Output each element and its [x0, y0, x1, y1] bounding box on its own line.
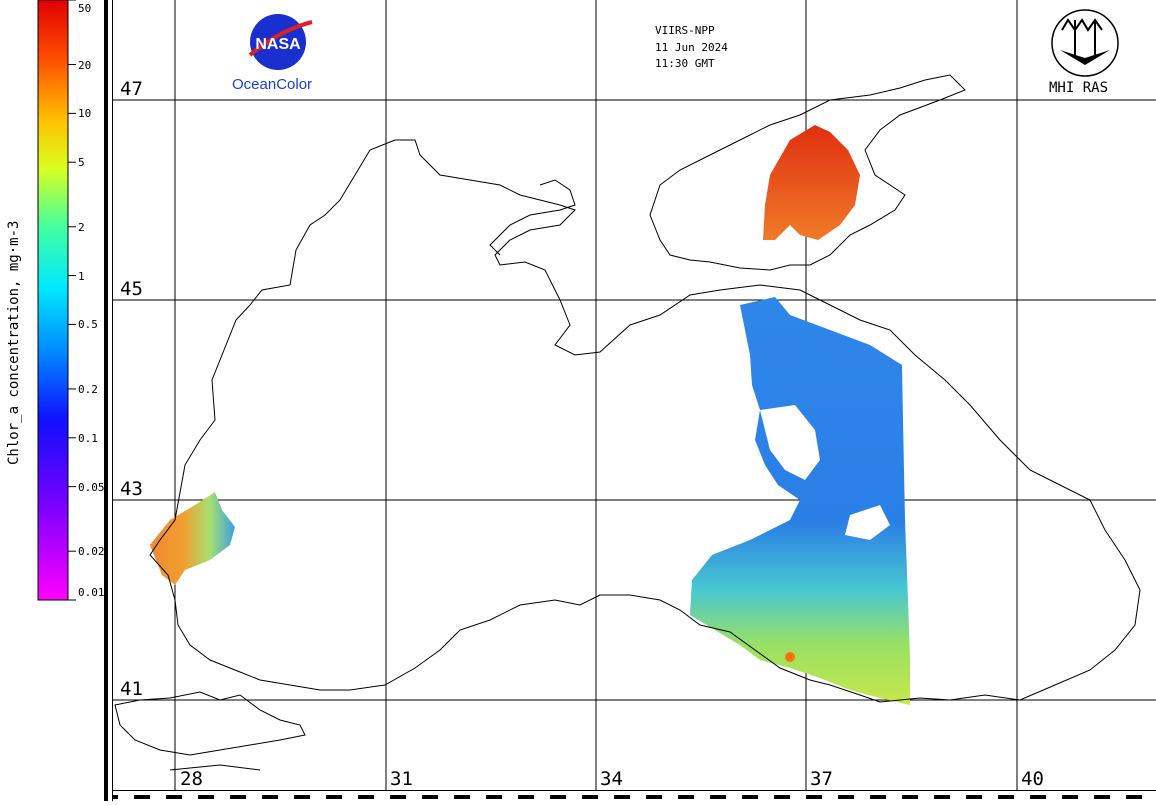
lat-label-45: 45 — [120, 278, 143, 300]
swath-east — [690, 297, 910, 705]
ruler-segment — [406, 795, 422, 799]
ruler-segment — [918, 795, 934, 799]
ruler-segment — [982, 795, 998, 799]
oceancolor-caption: OceanColor — [232, 76, 313, 93]
ruler-segment — [1142, 795, 1156, 799]
swath-azov — [763, 125, 860, 240]
lon-label-28: 28 — [180, 768, 203, 790]
lon-label-40: 40 — [1021, 768, 1044, 790]
colorbar-title: Chlor_a concentration, mg·m-3 — [6, 220, 22, 465]
ruler-segment — [1078, 795, 1094, 799]
colorbar-tick: 0.5 — [78, 318, 98, 332]
lon-label-34: 34 — [600, 768, 623, 790]
lat-label-41: 41 — [120, 678, 143, 700]
time-label: 11:30 GMT — [655, 57, 715, 70]
ruler-segment — [630, 795, 646, 799]
ruler-segment — [790, 795, 806, 799]
ruler-segment — [278, 795, 294, 799]
colorbar-tick: 2 — [78, 220, 85, 234]
ruler-segment — [214, 795, 230, 799]
ruler-segment — [822, 795, 838, 799]
colorbar-tick: 50 — [78, 2, 92, 15]
coastline — [114, 74, 1141, 771]
colorbar-tick: 20 — [78, 58, 92, 72]
mhi-ras-caption: MHI RAS — [1049, 80, 1109, 96]
date-label: 11 Jun 2024 — [655, 41, 728, 54]
ruler-segment — [726, 795, 742, 799]
graticule — [112, 0, 1156, 790]
ruler-segment — [598, 795, 614, 799]
ruler-segment — [662, 795, 678, 799]
nasa-logo: NASA — [248, 14, 313, 70]
ruler-segment — [1110, 795, 1126, 799]
ruler-segment — [534, 795, 550, 799]
colorbar-tick: 0.2 — [78, 382, 98, 396]
ruler-segment — [310, 795, 326, 799]
colorbar — [37, 0, 69, 601]
lat-label-47: 47 — [120, 78, 143, 100]
ruler-segment — [438, 795, 454, 799]
ruler-segment — [182, 795, 198, 799]
ruler-segment — [854, 795, 870, 799]
lon-label-31: 31 — [390, 768, 413, 790]
ruler-segment — [1046, 795, 1062, 799]
ruler-segment — [758, 795, 774, 799]
swath-bulgaria — [150, 492, 235, 585]
ruler-segment — [502, 795, 518, 799]
lat-label-43: 43 — [120, 478, 143, 500]
colorbar-tick: 0.01 — [78, 586, 105, 599]
ruler-segment — [342, 795, 358, 799]
ruler-segment — [374, 795, 390, 799]
frame-left-ruler — [104, 0, 113, 801]
ruler-segment — [886, 795, 902, 799]
ruler-segment — [566, 795, 582, 799]
colorbar-tick: 0.05 — [78, 480, 105, 494]
ruler-segment — [246, 795, 262, 799]
colorbar-tick: 0.1 — [78, 431, 98, 445]
sensor-label: VIIRS-NPP — [655, 24, 715, 37]
ruler-segment — [694, 795, 710, 799]
lon-label-37: 37 — [810, 768, 833, 790]
ruler-segment — [950, 795, 966, 799]
mhi-ras-logo — [1051, 9, 1119, 77]
ruler-segment — [1014, 795, 1030, 799]
colorbar-tick: 5 — [78, 156, 85, 170]
frame-bottom-ruler — [112, 790, 1156, 799]
ruler-segment — [470, 795, 486, 799]
ruler-segment — [118, 795, 134, 799]
colorbar-tick: 1 — [78, 269, 85, 283]
ruler-segment — [150, 795, 166, 799]
chlorophyll-swaths — [150, 125, 910, 705]
nasa-wordmark: NASA — [255, 36, 301, 53]
colorbar-tick: 0.02 — [78, 545, 105, 559]
colorbar-tick: 10 — [78, 107, 92, 121]
